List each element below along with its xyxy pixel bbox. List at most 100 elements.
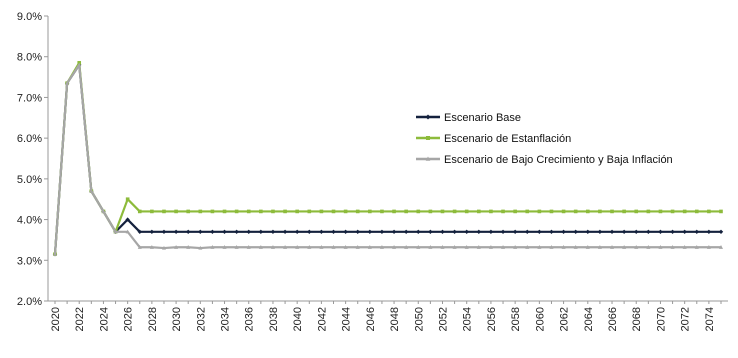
data-point [452, 229, 457, 234]
data-point [621, 229, 627, 234]
data-point [428, 209, 433, 214]
data-point [440, 209, 445, 214]
data-point [173, 229, 179, 234]
data-point [585, 245, 590, 249]
data-point [525, 229, 530, 234]
data-point [634, 209, 639, 214]
x-tick-label: 2036 [244, 307, 256, 331]
series-layer [52, 61, 724, 257]
legend-label: Escenario de Bajo Crecimiento y Baja Inf… [444, 154, 673, 166]
data-point [719, 209, 723, 214]
data-point [271, 209, 275, 214]
data-point [319, 229, 324, 234]
data-point [391, 229, 397, 234]
data-point [162, 209, 166, 214]
data-point [210, 229, 215, 234]
data-point [477, 209, 481, 214]
data-point [367, 229, 373, 234]
data-point [367, 245, 372, 249]
data-point [416, 209, 421, 214]
data-point [500, 229, 506, 234]
legend-item: Escenario de Bajo Crecimiento y Baja Inf… [416, 154, 673, 166]
x-tick-label: 2074 [704, 307, 716, 331]
data-point [513, 245, 518, 249]
data-point [476, 229, 482, 234]
data-point [525, 209, 530, 214]
data-point [464, 245, 469, 249]
series-2 [53, 62, 723, 256]
data-point [137, 209, 142, 214]
data-point [537, 229, 542, 234]
data-point [137, 245, 142, 249]
data-point [186, 245, 191, 249]
y-tick-label: 7.0% [17, 92, 42, 104]
data-point [331, 209, 336, 214]
data-point [246, 245, 251, 249]
data-point [706, 229, 712, 234]
data-point [670, 245, 675, 249]
legend-marker [425, 156, 431, 161]
data-point [537, 209, 542, 214]
data-point [295, 245, 300, 249]
data-point [270, 229, 276, 234]
data-point [258, 229, 264, 234]
x-axis-ticks: 2020 2022 2024 2026 2028 2030 2032 2034 2036 2038… [50, 301, 722, 331]
x-tick-label: 2034 [220, 307, 232, 331]
data-point [610, 245, 615, 249]
data-point [125, 229, 130, 234]
data-point [561, 245, 566, 249]
data-point [294, 229, 300, 234]
data-point [379, 245, 384, 249]
data-point [368, 209, 372, 214]
data-point [222, 209, 227, 214]
x-tick-label: 2068 [631, 307, 643, 331]
data-point [307, 209, 312, 214]
data-point [234, 229, 239, 234]
data-point [440, 229, 445, 234]
legend-marker [426, 136, 430, 140]
x-tick-label: 2070 [655, 307, 667, 331]
data-point [125, 197, 130, 202]
data-point [597, 245, 602, 249]
data-point [246, 209, 251, 214]
y-axis-ticks: 2.0% 3.0% 4.0% 5.0% 6.0% 7.0% 8.0% 9.0% [17, 11, 48, 308]
legend-label: Escenario Base [444, 112, 521, 124]
x-tick-label: 2044 [341, 307, 353, 331]
data-point [295, 209, 299, 214]
x-tick-label: 2052 [437, 307, 449, 331]
data-point [246, 229, 251, 234]
data-point [501, 245, 506, 249]
data-point [198, 229, 203, 234]
data-point [586, 209, 590, 214]
data-point [210, 209, 215, 214]
data-point [658, 229, 663, 234]
legend-label: Escenario de Estanflación [444, 133, 571, 145]
data-point [307, 229, 312, 234]
data-point [622, 209, 626, 214]
data-point [101, 209, 106, 214]
data-point [549, 229, 554, 234]
data-point [210, 245, 215, 249]
data-point [186, 229, 191, 234]
data-point [513, 209, 517, 214]
data-point [149, 245, 154, 249]
data-point [549, 245, 554, 249]
data-point [283, 209, 287, 214]
data-point [331, 229, 336, 234]
data-point [270, 245, 275, 249]
data-point [670, 209, 675, 214]
data-point [259, 209, 263, 214]
data-point [488, 229, 494, 234]
data-point [150, 209, 154, 214]
data-point [53, 251, 57, 256]
data-point [174, 209, 178, 214]
data-point [234, 209, 239, 214]
x-tick-label: 2050 [413, 307, 425, 331]
data-point [65, 80, 70, 85]
data-point [416, 229, 421, 234]
data-point [682, 245, 687, 249]
data-point [392, 245, 397, 249]
data-point [573, 229, 578, 234]
data-point [343, 209, 348, 214]
data-point [598, 209, 602, 214]
